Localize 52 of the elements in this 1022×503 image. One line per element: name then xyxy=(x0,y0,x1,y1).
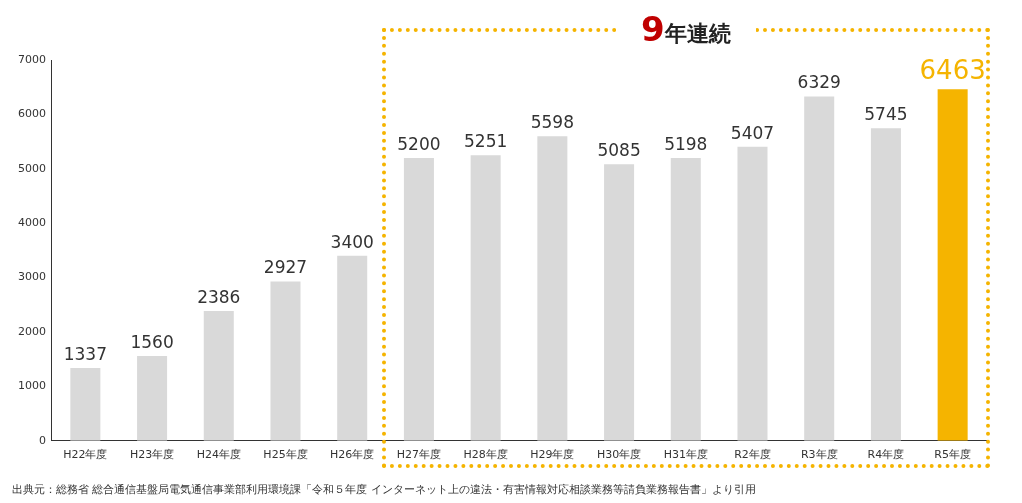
bar xyxy=(870,128,901,441)
x-tick-label: H26年度 xyxy=(330,448,375,462)
data-label: 5407 xyxy=(730,122,775,143)
y-tick-label: 1000 xyxy=(17,379,46,393)
bar xyxy=(137,355,168,441)
bar xyxy=(804,96,835,441)
data-label: 5251 xyxy=(464,131,508,152)
x-tick-label: H28年度 xyxy=(463,448,508,462)
x-tick-label: H30年度 xyxy=(596,448,642,462)
x-tick-label: H27年度 xyxy=(396,448,442,462)
x-tick-label: R2年度 xyxy=(734,448,771,462)
text: 9年連続 xyxy=(640,9,731,49)
bar xyxy=(737,146,768,441)
data-label: 5198 xyxy=(664,133,708,154)
y-tick-label: 5000 xyxy=(17,161,46,175)
bar xyxy=(203,311,234,441)
bar xyxy=(937,89,968,441)
data-label: 2386 xyxy=(197,286,241,307)
data-label: 6329 xyxy=(797,72,841,93)
x-tick-label: R5年度 xyxy=(934,448,971,462)
data-label: 2927 xyxy=(263,257,308,278)
x-tick-label: H31年度 xyxy=(663,448,708,462)
y-tick-label: 6000 xyxy=(17,107,46,121)
y-tick-label: 0 xyxy=(38,433,46,447)
bar xyxy=(337,255,368,441)
data-label: 5085 xyxy=(597,140,641,161)
data-label: 5598 xyxy=(530,112,574,133)
data-label: 5745 xyxy=(864,104,908,125)
x-tick-label: R4年度 xyxy=(867,448,905,462)
data-label: 1337 xyxy=(63,343,107,364)
bar xyxy=(537,136,568,441)
x-tick-label: H22年度 xyxy=(63,448,108,462)
x-tick-label: H23年度 xyxy=(129,448,175,462)
text: 出典元：総務省 総合通信基盤局電気通信事業部利用環境課「令和５年度 インターネット上の違法・有害情報対応相談業務等請負業務報告書」より引用 xyxy=(11,482,757,497)
y-tick-label: 2000 xyxy=(17,324,46,338)
bar xyxy=(604,164,635,441)
x-tick-label: H24年度 xyxy=(196,448,241,462)
data-label: 1560 xyxy=(130,331,174,352)
bar xyxy=(670,158,701,441)
data-label: 3400 xyxy=(330,231,374,252)
data-label: 6463 xyxy=(919,54,986,85)
bar xyxy=(70,368,101,441)
x-tick-label: H29年度 xyxy=(530,448,575,462)
bar xyxy=(470,155,501,441)
bar xyxy=(403,157,434,441)
bar xyxy=(270,281,301,441)
y-tick-label: 4000 xyxy=(17,216,46,230)
data-label: 5200 xyxy=(397,133,441,154)
y-tick-label: 7000 xyxy=(17,52,46,66)
y-tick-label: 3000 xyxy=(17,270,46,284)
x-tick-label: H25年度 xyxy=(263,448,308,462)
x-tick-label: R3年度 xyxy=(800,448,838,462)
